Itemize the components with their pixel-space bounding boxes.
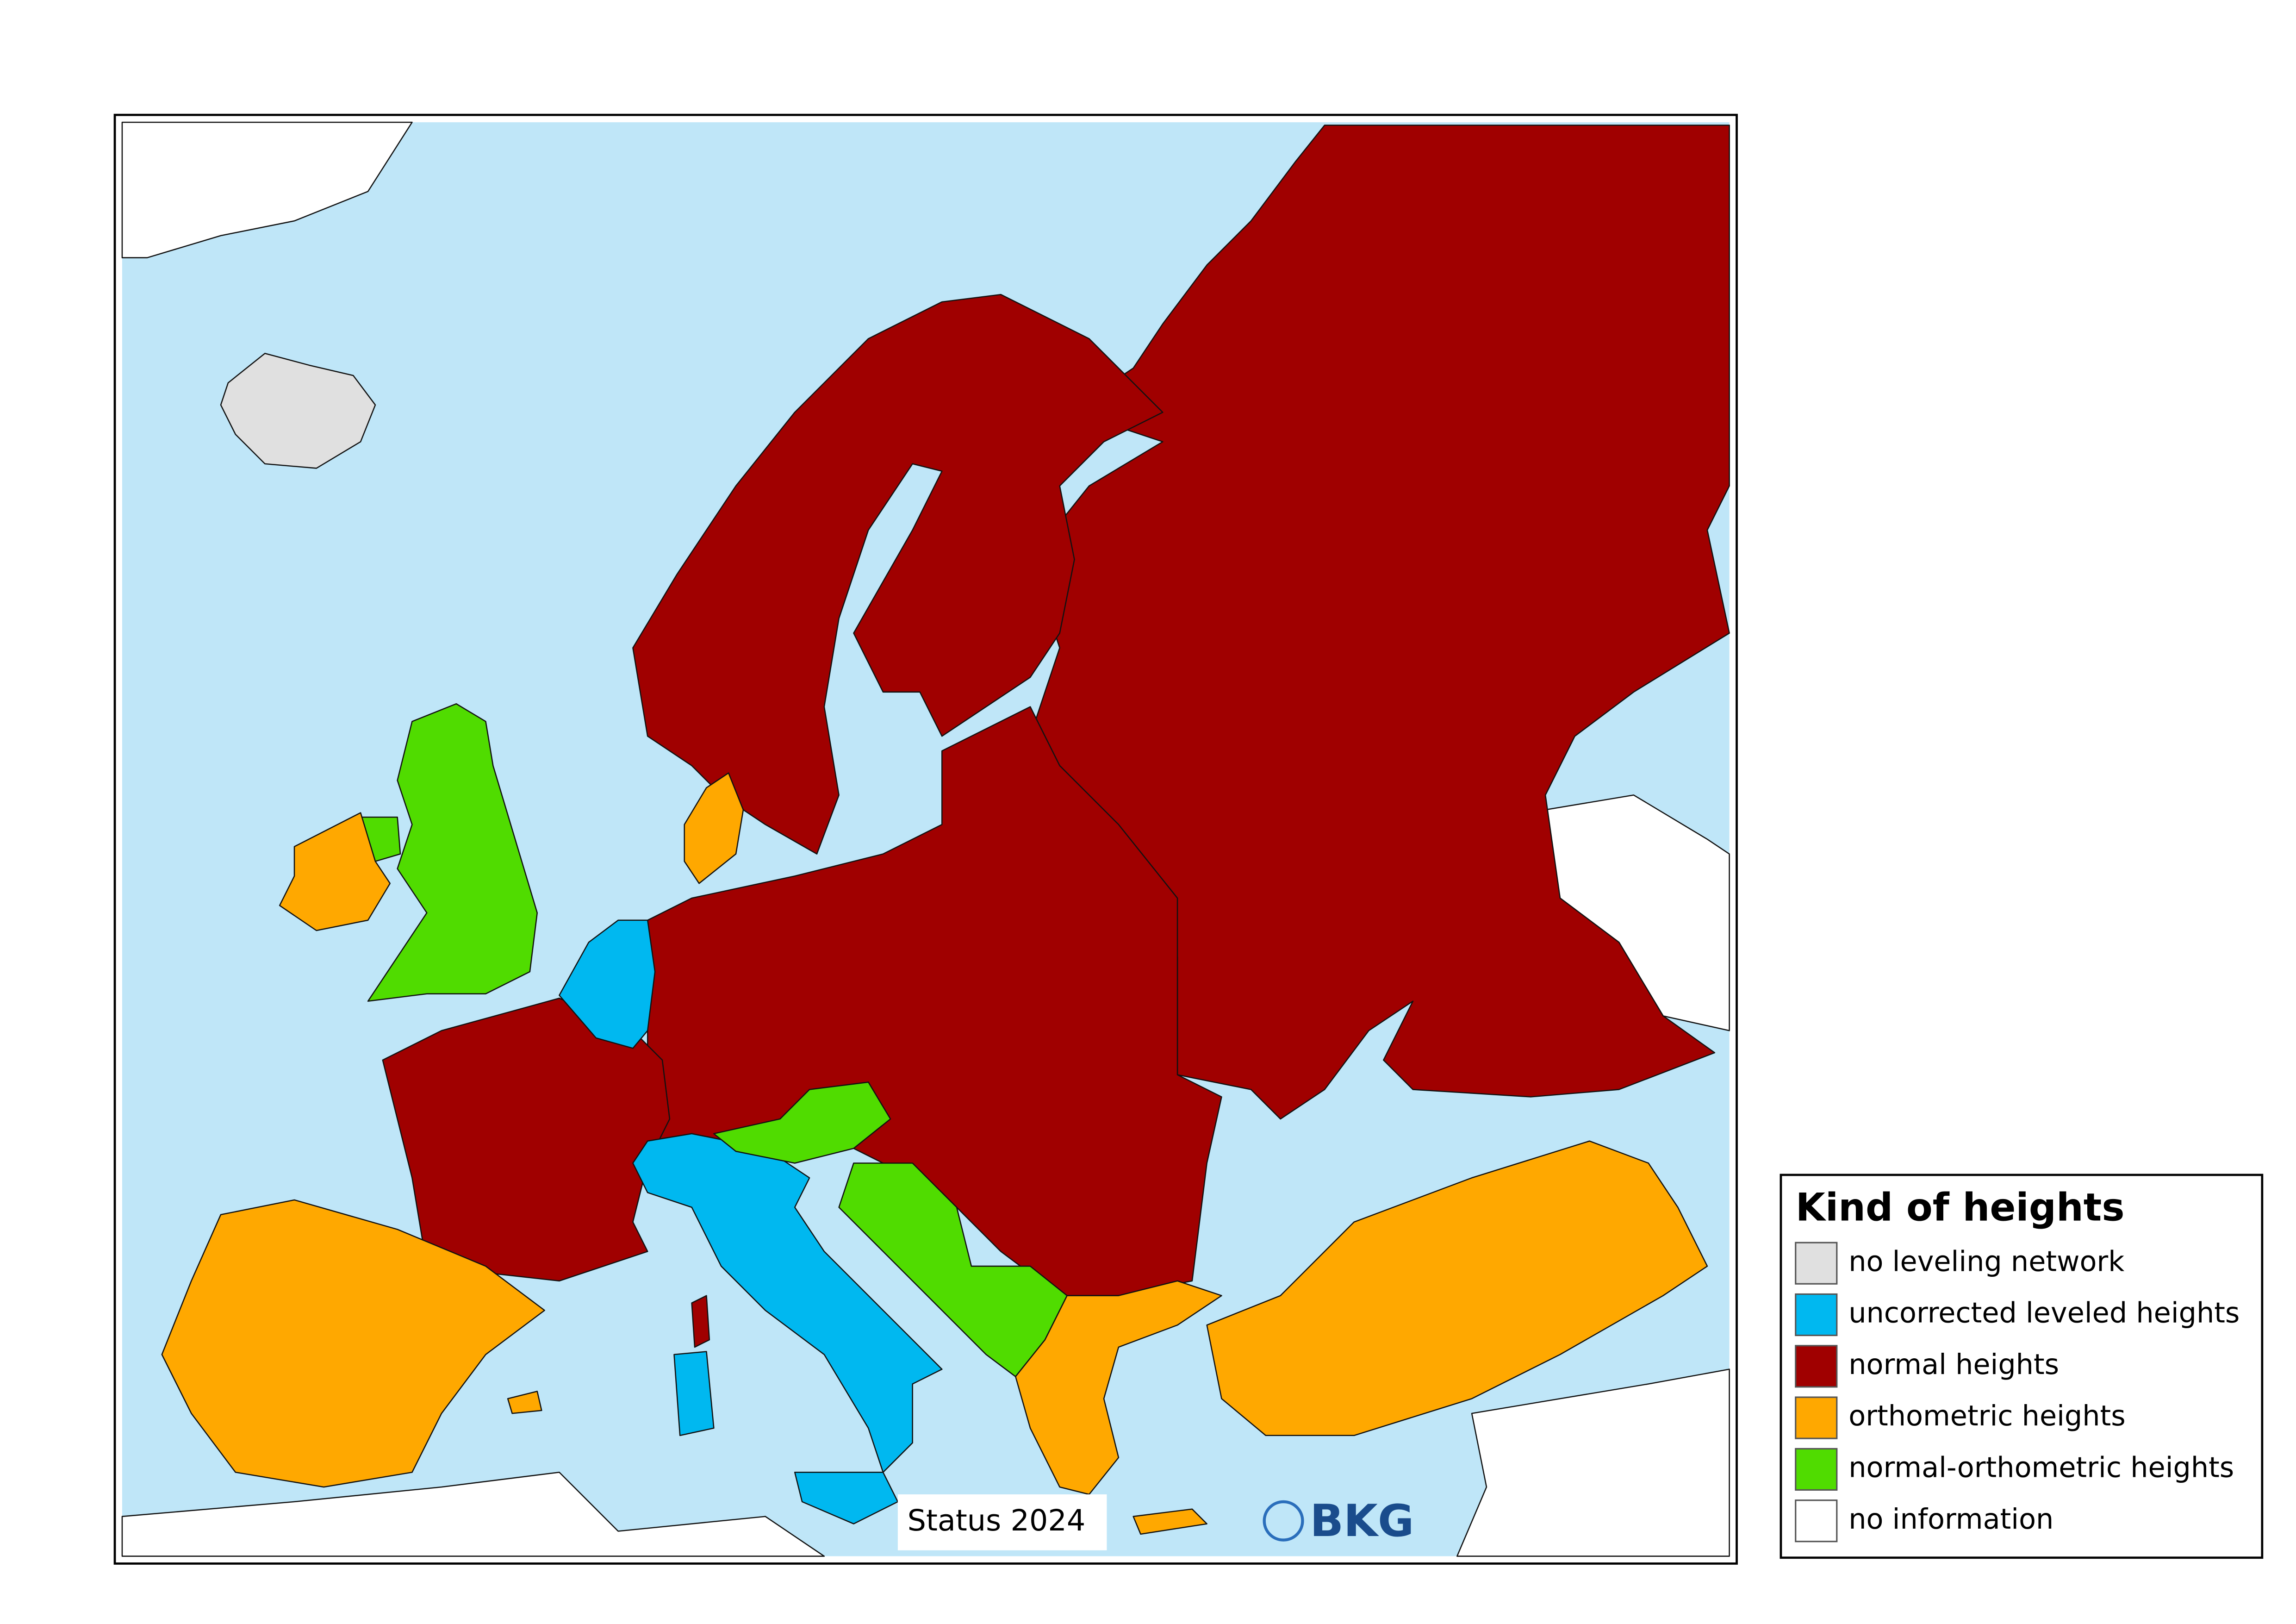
africa: [121, 1472, 825, 1557]
logo-text: BKG: [1310, 1495, 1414, 1547]
logo-globe: [1263, 1500, 1304, 1542]
greece: [1015, 1280, 1222, 1495]
legend-label: normal-orthometric heights: [1848, 1452, 2234, 1484]
legend-swatch: [1795, 1448, 1838, 1491]
legend-label: no leveling network: [1848, 1245, 2124, 1278]
turkey: [1206, 1140, 1708, 1437]
austria: [713, 1081, 891, 1164]
ireland: [279, 812, 391, 931]
status-box: [897, 1494, 1107, 1550]
iceland: [220, 353, 376, 469]
middle-east: [1456, 1368, 1730, 1557]
logo: BKG: [1263, 1495, 1414, 1547]
legend-title: Kind of heights: [1796, 1186, 2125, 1230]
map: [121, 121, 1730, 1557]
status-label: Status 2024: [908, 1503, 1086, 1537]
greenland: [121, 121, 413, 258]
legend-label: no information: [1848, 1503, 2053, 1536]
sardinia: [673, 1351, 715, 1437]
legend-swatch: [1795, 1345, 1838, 1388]
denmark: [684, 772, 744, 884]
nordic: [632, 294, 1164, 855]
legend-swatch: [1795, 1499, 1838, 1543]
great-britain: [367, 703, 538, 1002]
legend-label: orthometric heights: [1848, 1400, 2125, 1432]
legend-box: [1780, 1174, 2264, 1559]
sicily: [794, 1472, 899, 1524]
map-frame: [113, 113, 1738, 1565]
legend-swatch: [1795, 1293, 1838, 1337]
benelux: [559, 919, 656, 1049]
iberia: [161, 1199, 545, 1488]
legend: Kind of heights no leveling network uncor…: [1780, 1174, 2264, 1559]
balearics: [507, 1391, 542, 1414]
corsica: [691, 1295, 710, 1348]
legend-label: normal heights: [1848, 1349, 2059, 1381]
crete: [1132, 1508, 1207, 1535]
legend-label: uncorrected leveled heights: [1848, 1297, 2240, 1330]
legend-swatch: [1795, 1396, 1838, 1439]
legend-swatch: [1795, 1242, 1838, 1285]
